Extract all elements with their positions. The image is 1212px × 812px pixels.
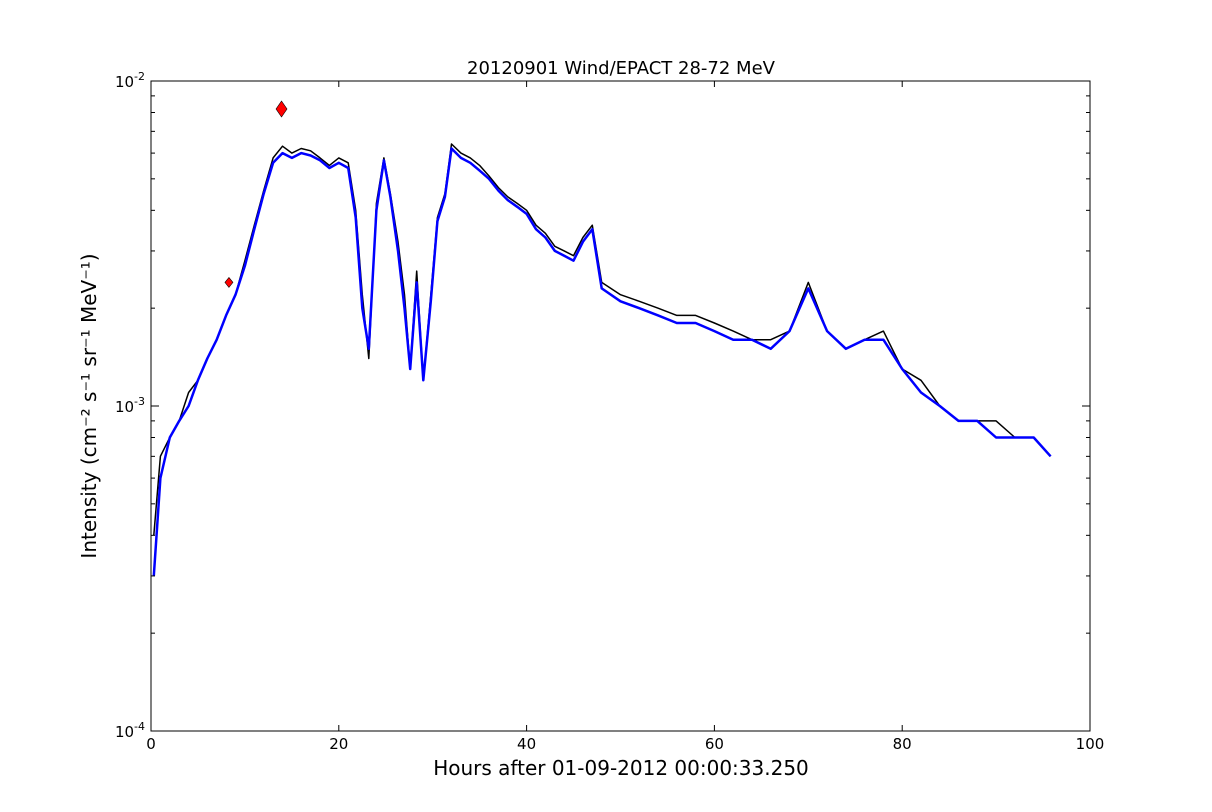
event-marker-1	[224, 276, 234, 288]
x-axis-title: Hours after 01-09-2012 00:00:33.250	[433, 756, 809, 780]
x-tick-label: 20	[329, 735, 348, 753]
x-tick-label: 80	[893, 735, 912, 753]
chart-title: 20120901 Wind/EPACT 28-72 MeV	[467, 58, 776, 79]
event-marker-2	[275, 100, 288, 118]
y-axis-title: Intensity (cm⁻² s⁻¹ sr⁻¹ MeV⁻¹)	[77, 253, 101, 558]
x-tick-label: 0	[146, 735, 156, 753]
x-tick-label: 40	[517, 735, 536, 753]
series-line-raw	[153, 143, 1052, 536]
plot-area	[152, 100, 1052, 576]
series-line-smoothed	[152, 147, 1052, 576]
x-tick-label: 60	[705, 735, 724, 753]
x-tick-label: 100	[1076, 735, 1105, 753]
